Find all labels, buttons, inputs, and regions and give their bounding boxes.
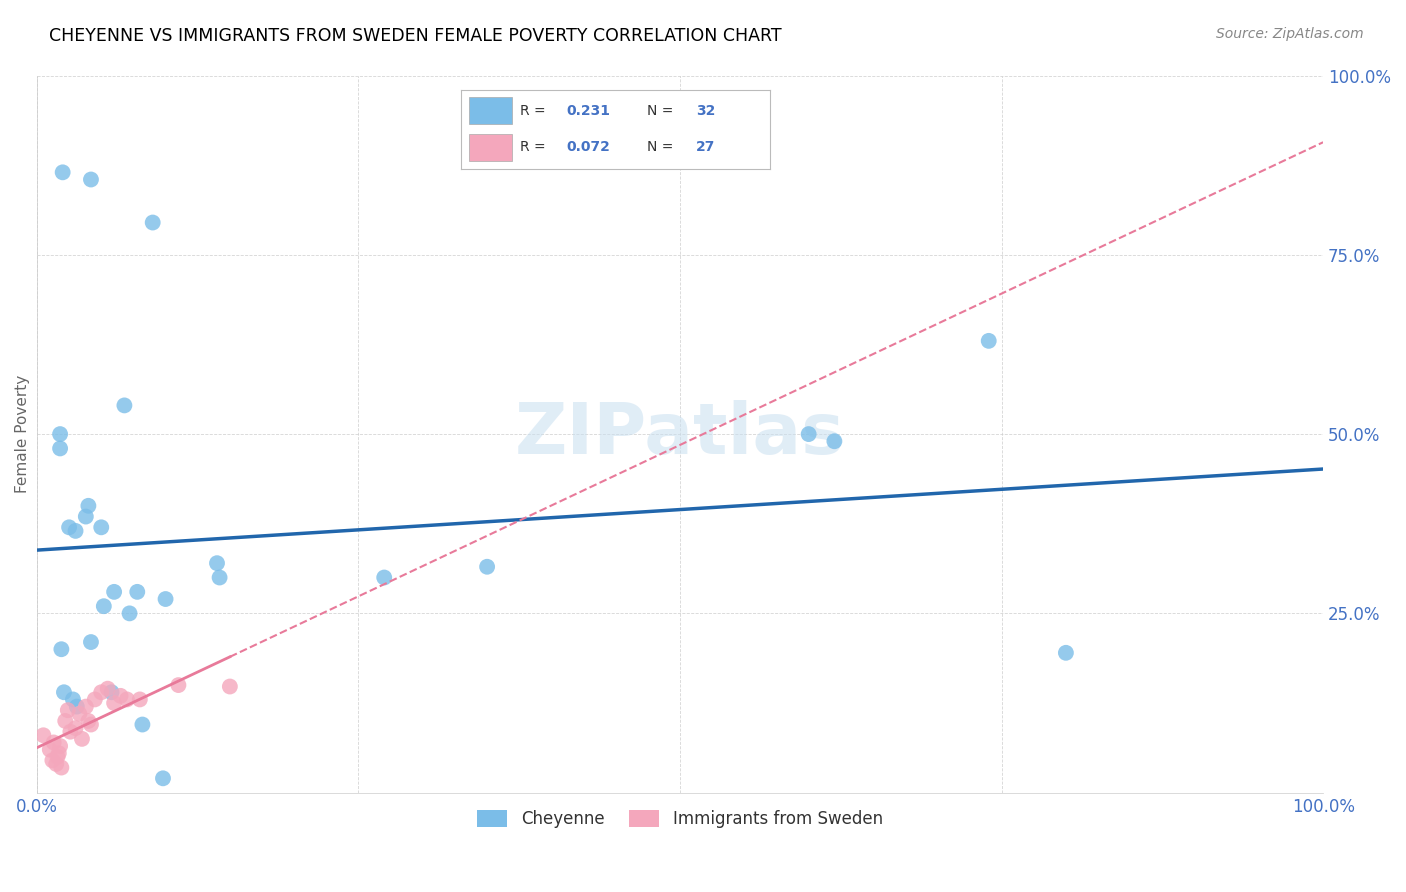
Point bbox=[208, 570, 231, 584]
Point bbox=[49, 442, 72, 456]
Point bbox=[56, 703, 79, 717]
Point bbox=[65, 524, 87, 538]
Point bbox=[70, 731, 93, 746]
Point bbox=[75, 509, 97, 524]
Point bbox=[65, 721, 87, 735]
Point bbox=[80, 635, 103, 649]
Point bbox=[218, 680, 240, 694]
Point bbox=[118, 607, 141, 621]
Text: CHEYENNE VS IMMIGRANTS FROM SWEDEN FEMALE POVERTY CORRELATION CHART: CHEYENNE VS IMMIGRANTS FROM SWEDEN FEMAL… bbox=[49, 27, 782, 45]
Point bbox=[103, 696, 125, 710]
Point bbox=[115, 692, 138, 706]
Point bbox=[77, 499, 100, 513]
Point bbox=[46, 749, 69, 764]
Point bbox=[32, 728, 55, 742]
Point bbox=[59, 724, 82, 739]
Point bbox=[48, 746, 70, 760]
Point bbox=[823, 434, 845, 449]
Point bbox=[128, 692, 150, 706]
Y-axis label: Female Poverty: Female Poverty bbox=[15, 375, 30, 493]
Point bbox=[41, 753, 63, 767]
Point bbox=[51, 760, 73, 774]
Point bbox=[103, 585, 125, 599]
Point bbox=[52, 685, 75, 699]
Point bbox=[131, 717, 153, 731]
Point bbox=[49, 427, 72, 442]
Point bbox=[373, 570, 395, 584]
Point bbox=[90, 685, 112, 699]
Point bbox=[42, 735, 65, 749]
Point bbox=[67, 706, 90, 721]
Point bbox=[977, 334, 1000, 348]
Point bbox=[152, 772, 174, 786]
Point bbox=[155, 592, 177, 607]
Point bbox=[62, 692, 84, 706]
Point bbox=[167, 678, 190, 692]
Point bbox=[110, 689, 132, 703]
Text: Source: ZipAtlas.com: Source: ZipAtlas.com bbox=[1216, 27, 1364, 41]
Point bbox=[90, 520, 112, 534]
Point bbox=[53, 714, 76, 728]
Point bbox=[142, 215, 165, 229]
Point bbox=[80, 172, 103, 186]
Point bbox=[93, 599, 115, 614]
Point bbox=[38, 742, 60, 756]
Point bbox=[205, 556, 228, 570]
Point bbox=[52, 165, 75, 179]
Point bbox=[797, 427, 820, 442]
Point bbox=[58, 520, 80, 534]
Legend: Cheyenne, Immigrants from Sweden: Cheyenne, Immigrants from Sweden bbox=[471, 803, 890, 835]
Point bbox=[80, 717, 103, 731]
Point bbox=[51, 642, 73, 657]
Point bbox=[66, 699, 89, 714]
Point bbox=[77, 714, 100, 728]
Point bbox=[100, 685, 122, 699]
Point bbox=[112, 398, 135, 412]
Point bbox=[83, 692, 105, 706]
Text: ZIPatlas: ZIPatlas bbox=[515, 400, 845, 468]
Point bbox=[97, 681, 120, 696]
Point bbox=[45, 756, 67, 771]
Point bbox=[475, 559, 498, 574]
Point bbox=[49, 739, 72, 753]
Point bbox=[75, 699, 97, 714]
Point bbox=[127, 585, 149, 599]
Point bbox=[1054, 646, 1077, 660]
